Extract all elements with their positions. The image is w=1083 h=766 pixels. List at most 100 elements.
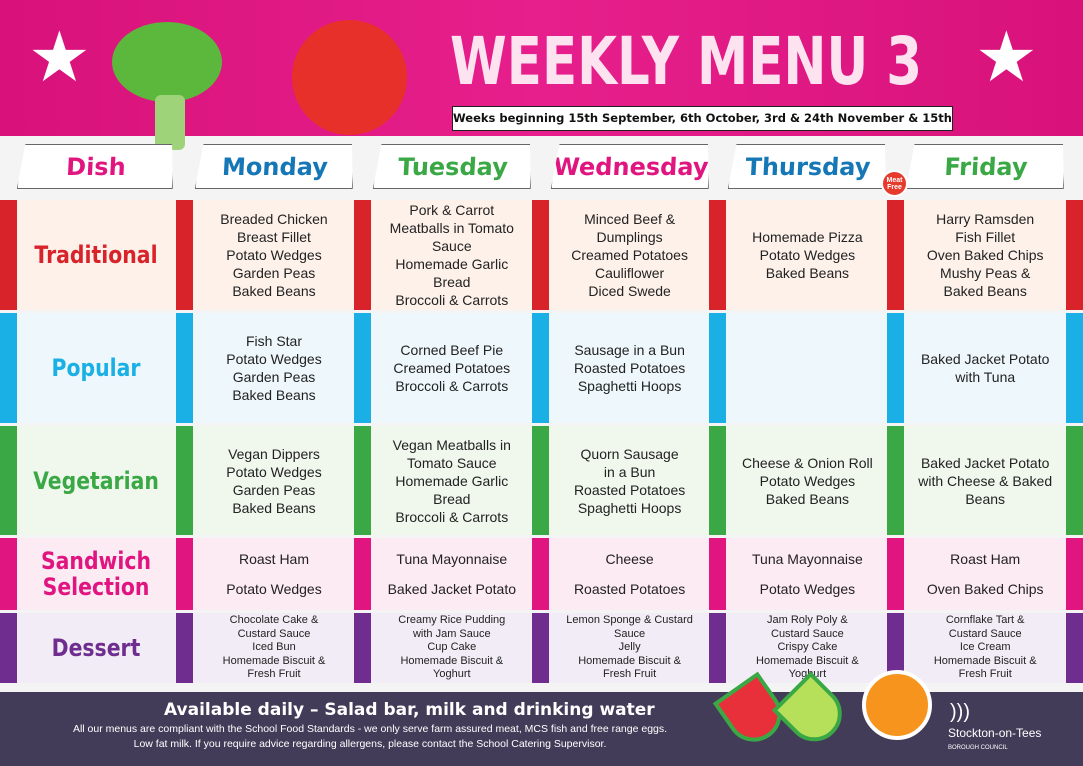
menu-item: Potato Wedges <box>226 247 322 263</box>
menu-item: Baked Beans <box>232 283 316 299</box>
row-color-bar <box>709 538 727 610</box>
menu-item: Minced Beef & <box>584 211 676 227</box>
dish-label: Dessert <box>51 634 141 662</box>
menu-item: Broccoli & Carrots <box>395 378 509 394</box>
menu-item: in a Bun <box>603 463 656 480</box>
menu-item: Baked Jacket Potato <box>387 581 516 597</box>
menu-item: Bread <box>433 274 471 290</box>
footer: Available daily – Salad bar, milk and dr… <box>0 670 1083 766</box>
menu-item: Spaghetti Hoops <box>577 499 682 516</box>
row-color-bar <box>353 613 371 683</box>
menu-item: Breaded Chicken <box>220 211 328 227</box>
menu-cell: Fish Star Potato Wedges Garden Peas Baked B… <box>193 313 355 423</box>
menu-item: Homemade Garlic <box>395 472 509 489</box>
menu-item: Potato Wedges <box>759 472 856 489</box>
row-color-bar <box>0 426 17 535</box>
menu-item: Garden Peas <box>232 369 316 385</box>
menu-cell: Baked Jacket Potato with Tuna <box>904 313 1066 423</box>
menu-item: Breast Fillet <box>237 229 311 245</box>
menu-item: Potato Wedges <box>226 581 322 597</box>
menu-row-traditional: Traditional Breaded Chicken Breast Fillet P… <box>0 200 1083 310</box>
row-color-bar <box>353 426 371 535</box>
menu-cell: Quorn Sausage in a Bun Roasted Potatoes Spa… <box>549 426 711 535</box>
menu-cell: Vegan Meatballs in Tomato Sauce Homemade G… <box>371 426 533 535</box>
menu-cell: Cheese Roasted Potatoes <box>549 538 711 610</box>
menu-cell <box>726 313 888 423</box>
menu-item: Baked Beans <box>765 490 850 507</box>
menu-cell: Roast Ham Potato Wedges <box>193 538 355 610</box>
menu-item: Potato Wedges <box>759 581 856 597</box>
menu-item: Spaghetti Hoops <box>577 378 682 394</box>
tomato-mascot <box>292 20 407 135</box>
star-icon: ★ <box>28 18 91 96</box>
header-banner: ★ ★ WEEKLY MENU 3 Weeks beginning 15th S… <box>0 0 1083 150</box>
menu-item: Potato Wedges <box>226 351 322 367</box>
council-logo-icon: ))) <box>950 701 970 723</box>
menu-item: Homemade Biscuit & <box>400 654 504 667</box>
column-header-thursday: Thursday <box>728 144 888 189</box>
row-color-bar <box>0 313 17 423</box>
menu-cell: Tuna Mayonnaise Potato Wedges <box>726 538 888 610</box>
row-color-bar <box>0 538 17 610</box>
menu-item: Lemon Sponge & Custard <box>566 614 693 627</box>
menu-cell: Tuna Mayonnaise Baked Jacket Potato <box>371 538 533 610</box>
row-color-bar <box>531 313 549 423</box>
menu-cell: Roast Ham Oven Baked Chips <box>904 538 1066 610</box>
menu-item: Fresh Fruit <box>958 668 1012 681</box>
menu-item: Diced Swede <box>588 283 671 299</box>
menu-item: Tuna Mayonnaise <box>396 551 508 567</box>
menu-cell: Creamy Rice Pudding with Jam Sauce Cup Cak… <box>371 613 533 683</box>
menu-item: Oven Baked Chips <box>926 581 1044 597</box>
menu-item: Custard Sauce <box>771 627 844 640</box>
council-logo-name: Stockton-on-Tees <box>948 726 1042 740</box>
menu-item: Baked Jacket Potato <box>920 454 1050 471</box>
dish-label: Popular <box>51 354 141 382</box>
menu-item: with Cheese & Baked <box>918 472 1053 489</box>
menu-row-dessert: Dessert Chocolate Cake & Custard Sauce Iced… <box>0 613 1083 683</box>
menu-cell: Baked Jacket Potato with Cheese & Baked Be… <box>904 426 1066 535</box>
column-header-wednesday: Wednesday <box>551 144 711 189</box>
menu-item: Tomato Sauce <box>407 454 497 471</box>
row-color-bar <box>1066 613 1083 683</box>
menu-item: Homemade Garlic <box>395 256 509 272</box>
menu-item: Corned Beef Pie <box>400 342 504 358</box>
page-title: WEEKLY MENU 3 <box>450 23 923 100</box>
menu-item: Creamed Potatoes <box>393 360 511 376</box>
menu-item: Roast Ham <box>238 551 310 567</box>
row-color-bar <box>887 313 905 423</box>
row-color-bar <box>0 200 17 310</box>
council-logo-sub: BOROUGH COUNCIL <box>948 745 1008 751</box>
column-header-monday: Monday <box>195 144 355 189</box>
menu-item: Custard Sauce <box>237 627 311 640</box>
menu-item: Cornflake Tart & <box>945 614 1025 627</box>
row-color-bar <box>887 538 905 610</box>
menu-item: Sausage in a Bun <box>574 342 685 358</box>
menu-item: Chocolate Cake & <box>229 614 319 627</box>
column-header-dish: Dish <box>17 144 175 189</box>
menu-cell: Homemade Pizza Potato Wedges Baked Beans <box>726 200 888 310</box>
row-color-bar <box>176 426 193 535</box>
row-color-bar <box>176 313 193 423</box>
row-color-bar <box>1066 538 1083 610</box>
star-icon: ★ <box>975 18 1038 96</box>
menu-item: Roasted Potatoes <box>573 360 686 376</box>
menu-item: Homemade Pizza <box>752 229 863 245</box>
menu-item: Roasted Potatoes <box>573 481 686 498</box>
menu-cell: Vegan Dippers Potato Wedges Garden Peas Bak… <box>193 426 355 535</box>
menu-item: Iced Bun <box>252 641 296 654</box>
row-color-bar <box>1066 313 1083 423</box>
column-header-tuesday: Tuesday <box>373 144 533 189</box>
menu-item: Baked Beans <box>232 499 316 516</box>
column-header-friday: Friday <box>906 144 1066 189</box>
lime-icon <box>771 671 854 753</box>
menu-item: Bread <box>433 490 471 507</box>
row-color-bar <box>176 200 193 310</box>
row-color-bar <box>531 426 549 535</box>
row-color-bar <box>531 613 549 683</box>
menu-item: Roast Ham <box>950 551 1021 567</box>
menu-item: Baked Jacket Potato <box>920 351 1050 367</box>
menu-row-vegetarian: Vegetarian Vegan Dippers Potato Wedges Gard… <box>0 426 1083 535</box>
menu-item: Homemade Biscuit & <box>756 654 859 667</box>
row-color-bar <box>353 538 371 610</box>
menu-item: Vegan Meatballs in <box>392 436 511 453</box>
